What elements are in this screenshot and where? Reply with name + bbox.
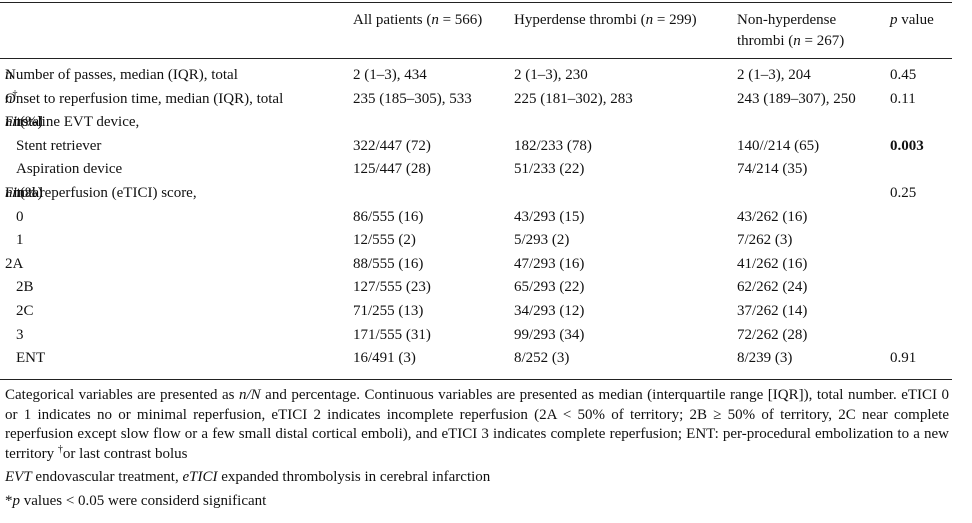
footnote-abbreviations: EVT endovascular treatment, eTICI expand…	[5, 469, 491, 485]
footnote-significance: *p values < 0.05 were considerd signific…	[5, 492, 267, 509]
header-all-patients: All patients (n = 566)	[353, 12, 483, 28]
table-header-rule	[0, 58, 952, 59]
table-row: Onset to reperfusion time, median (IQR),…	[5, 88, 916, 107]
header-hyperdense: Hyperdense thrombi (n = 299)	[514, 12, 697, 28]
table-row: 1 12/555 (2) 5/293 (2) 7/262 (3)	[16, 232, 793, 249]
table-row-section: Final reperfusion (eTICI) score, n/total…	[5, 184, 917, 201]
table-row: Stent retriever 322/447 (72) 182/233 (78…	[0, 135, 952, 159]
table-row-section: First-line EVT device, n/total n (%)	[5, 114, 140, 131]
table-row: 0 86/555 (16) 43/293 (15) 43/262 (16)	[16, 208, 808, 225]
significant-p-value: 0.003	[890, 137, 924, 154]
table-top-rule	[0, 2, 952, 3]
table-row: 2A 88/555 (16) 47/293 (16) 41/262 (16)	[5, 255, 808, 272]
footnote-methods: Categorical variables are presented as n…	[5, 387, 949, 462]
table-bottom-rule	[0, 379, 952, 380]
table-footnotes: Categorical variables are presented as n…	[5, 386, 949, 511]
table-row: Aspiration device 125/447 (28) 51/233 (2…	[16, 161, 808, 178]
table-row: 2B 127/555 (23) 65/293 (22) 62/262 (24)	[16, 279, 808, 296]
header-non-hyperdense: Non-hyperdense thrombi (n = 267)	[737, 12, 845, 49]
header-p-value: p value	[890, 12, 934, 28]
table-row: ENT 16/491 (3) 8/252 (3) 8/239 (3) 0.91	[16, 350, 917, 367]
table-row: 2C 71/255 (13) 34/293 (12) 37/262 (14)	[16, 302, 808, 319]
table-body: Number of passes, median (IQR), total n …	[0, 64, 952, 371]
table-row: 3 171/555 (31) 99/293 (34) 72/262 (28)	[16, 326, 808, 343]
table-row: Number of passes, median (IQR), total n …	[5, 67, 917, 83]
